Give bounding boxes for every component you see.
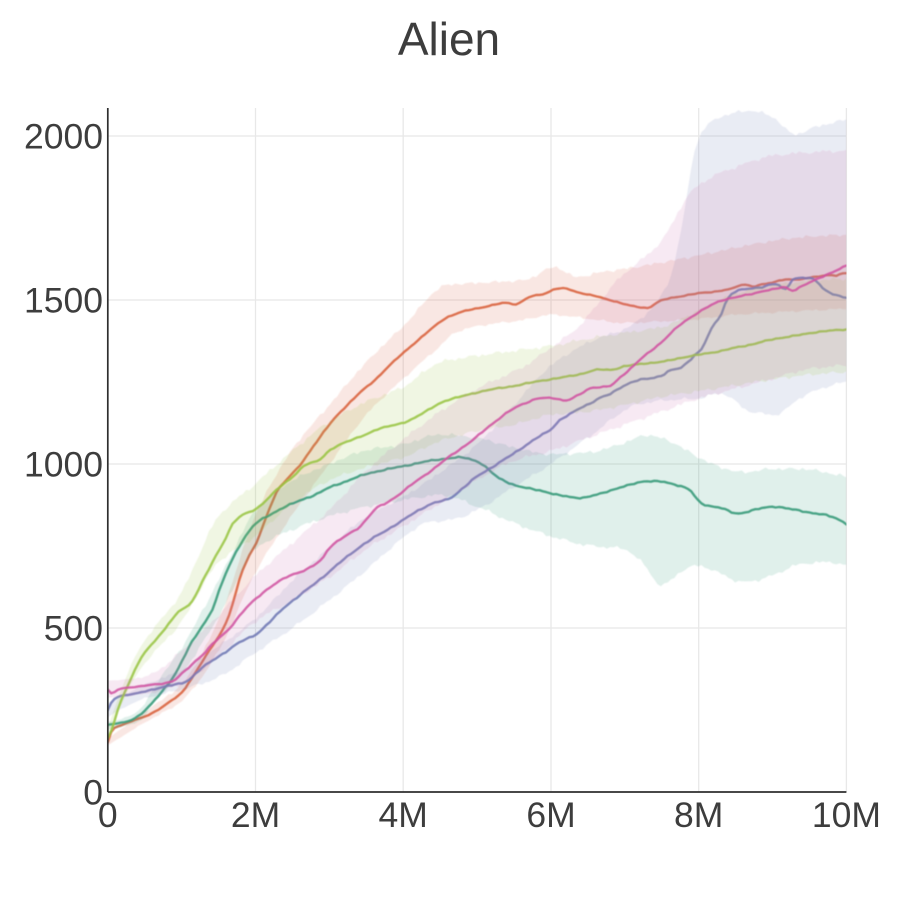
svg-text:1000: 1000 <box>24 445 103 485</box>
svg-text:0: 0 <box>98 795 118 835</box>
svg-text:2000: 2000 <box>24 117 103 157</box>
svg-text:Alien: Alien <box>398 13 500 65</box>
svg-text:500: 500 <box>44 609 103 649</box>
svg-text:10M: 10M <box>812 795 881 835</box>
svg-text:1500: 1500 <box>24 281 103 321</box>
svg-text:6M: 6M <box>526 795 575 835</box>
svg-text:0: 0 <box>83 773 103 813</box>
svg-text:8M: 8M <box>674 795 723 835</box>
svg-text:2M: 2M <box>231 795 280 835</box>
svg-text:4M: 4M <box>379 795 428 835</box>
